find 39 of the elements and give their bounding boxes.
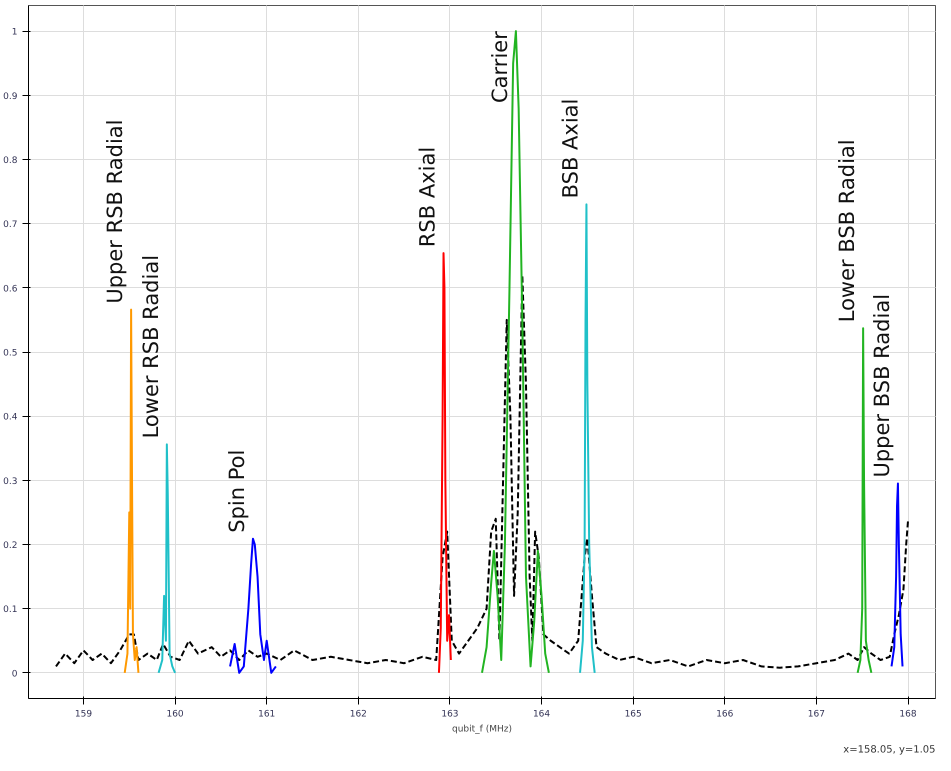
x-tick-label: 164 (532, 710, 550, 720)
x-tick-label: 160 (166, 710, 184, 720)
x-axis-title: qubit_f (MHz) (452, 724, 512, 734)
y-tick-label: 1 (12, 28, 18, 38)
y-tick-label: 0.7 (3, 220, 18, 230)
line-series (438, 252, 452, 674)
annotation: BSB Axial (558, 98, 582, 198)
x-tick-label: 165 (624, 710, 642, 720)
line-series (229, 538, 277, 674)
x-tick-label: 166 (716, 710, 734, 720)
annotation: Lower RSB Radial (138, 254, 163, 438)
annotation: Lower BSB Radial (835, 139, 860, 322)
y-tick-label: 0.4 (3, 412, 18, 423)
x-tick-label: 161 (258, 710, 276, 720)
annotation: Spin Pol (224, 450, 249, 533)
y-tick-label: 0.1 (3, 605, 18, 616)
line-series (856, 327, 872, 674)
line-series (481, 30, 550, 674)
y-tick-label: 0.2 (3, 541, 18, 551)
x-tick-label: 167 (808, 710, 825, 720)
line-series (124, 308, 140, 674)
line-series (890, 482, 904, 668)
x-tick-label: 159 (74, 710, 92, 720)
y-tick-label: 0 (12, 669, 18, 680)
annotation: Upper BSB Radial (870, 294, 894, 478)
y-tick-label: 0.9 (3, 92, 18, 102)
annotation: Carrier (488, 30, 512, 103)
x-tick-label: 162 (350, 710, 367, 720)
line-series (158, 443, 176, 674)
line-series (579, 203, 596, 674)
text: x=158.05, y=1.05 (843, 744, 936, 756)
x-tick-label: 168 (899, 710, 917, 720)
annotation: Upper RSB Radial (103, 120, 128, 304)
y-tick-label: 0.5 (3, 348, 18, 358)
y-tick-label: 0.3 (3, 476, 18, 487)
annotation: RSB Axial (416, 146, 440, 248)
y-tick-label: 0.6 (3, 284, 18, 294)
y-tick-label: 0.8 (3, 156, 18, 166)
x-tick-label: 163 (441, 710, 459, 720)
